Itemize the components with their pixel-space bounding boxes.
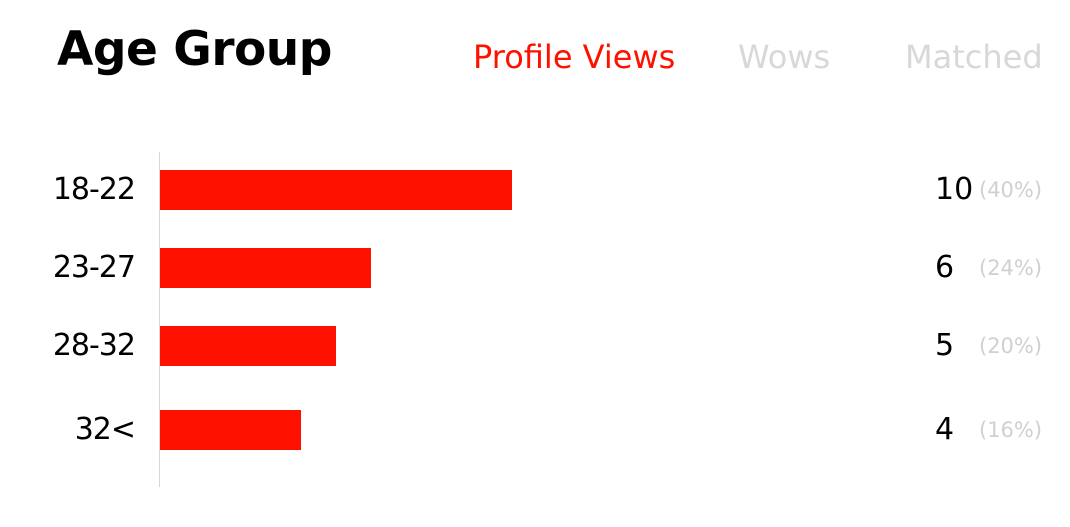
category-label: 28-32 (52, 328, 136, 363)
tab-matched[interactable]: Matched (905, 38, 1043, 76)
chart-row-28-32: 28-32 5 (20%) (0, 326, 1070, 366)
value-label: 5 (935, 328, 955, 363)
chart-axis-line (159, 152, 160, 487)
chart-row-32-plus: 32< 4 (16%) (0, 410, 1070, 450)
bar-32-plus (160, 410, 301, 450)
bar-28-32 (160, 326, 336, 366)
category-label: 18-22 (52, 172, 136, 207)
percent-label: (16%) (979, 418, 1043, 442)
bar-18-22 (160, 170, 512, 210)
value-label: 10 (935, 172, 974, 207)
tab-profile-views[interactable]: Profile Views (473, 38, 676, 76)
percent-label: (24%) (979, 256, 1043, 280)
percent-label: (20%) (979, 334, 1043, 358)
value-label: 6 (935, 250, 955, 285)
category-label: 32< (74, 412, 136, 447)
bar-23-27 (160, 248, 371, 288)
tab-wows[interactable]: Wows (738, 38, 831, 76)
category-label: 23-27 (52, 250, 136, 285)
value-label: 4 (935, 412, 955, 447)
page-title: Age Group (57, 22, 332, 77)
chart-row-23-27: 23-27 6 (24%) (0, 248, 1070, 288)
metric-tabs: Profile Views Wows Matched (0, 38, 1070, 86)
percent-label: (40%) (979, 178, 1043, 202)
chart-row-18-22: 18-22 10 (40%) (0, 170, 1070, 210)
